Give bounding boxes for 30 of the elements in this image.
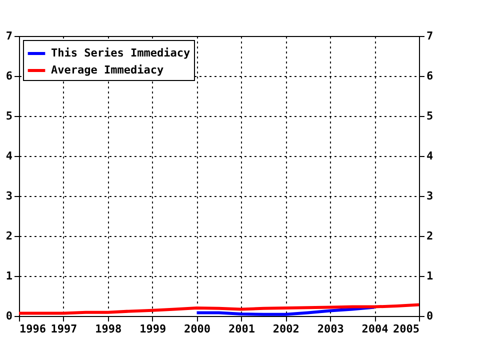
y-tick-label: 6	[6, 70, 13, 82]
line-series	[195, 306, 376, 316]
y-tick-label: 3	[6, 190, 12, 202]
y-tick-label: 1	[6, 270, 13, 282]
y2-tick-label: 7	[426, 30, 434, 42]
legend-label: Average Immediacy	[51, 64, 164, 76]
x-tick-label: 1998	[95, 322, 122, 336]
x-tick-label: 2003	[317, 322, 344, 336]
y2-tick-label: 5	[426, 110, 434, 122]
y2-tick-label: 1	[426, 270, 434, 282]
y2-tick-label: 4	[426, 150, 434, 162]
x-tick-label: 1996	[20, 322, 46, 336]
y-tick-label: 7	[6, 30, 12, 42]
x-tick-label: 1999	[140, 322, 166, 336]
x-tick-label: 2001	[228, 322, 256, 336]
y2-tick-label: 6	[426, 70, 434, 82]
y-tick-label: 5	[6, 110, 12, 122]
y2-tick-label: 2	[426, 230, 434, 242]
x-tick-label: 2000	[184, 322, 211, 336]
y-tick-label: 4	[6, 150, 13, 162]
legend-label: This Series Immediacy	[51, 46, 190, 60]
x-tick-label: 2005	[393, 322, 420, 336]
y-tick-label: 2	[6, 230, 12, 242]
y-tick-label: 0	[6, 310, 12, 322]
x-tick-label: 1997	[50, 322, 78, 336]
x-tick-label: 2004	[362, 322, 389, 336]
line-series	[18, 303, 420, 315]
y2-tick-label: 3	[426, 190, 434, 202]
x-tick-label: 2002	[272, 322, 300, 336]
y2-tick-label: 0	[426, 310, 434, 322]
